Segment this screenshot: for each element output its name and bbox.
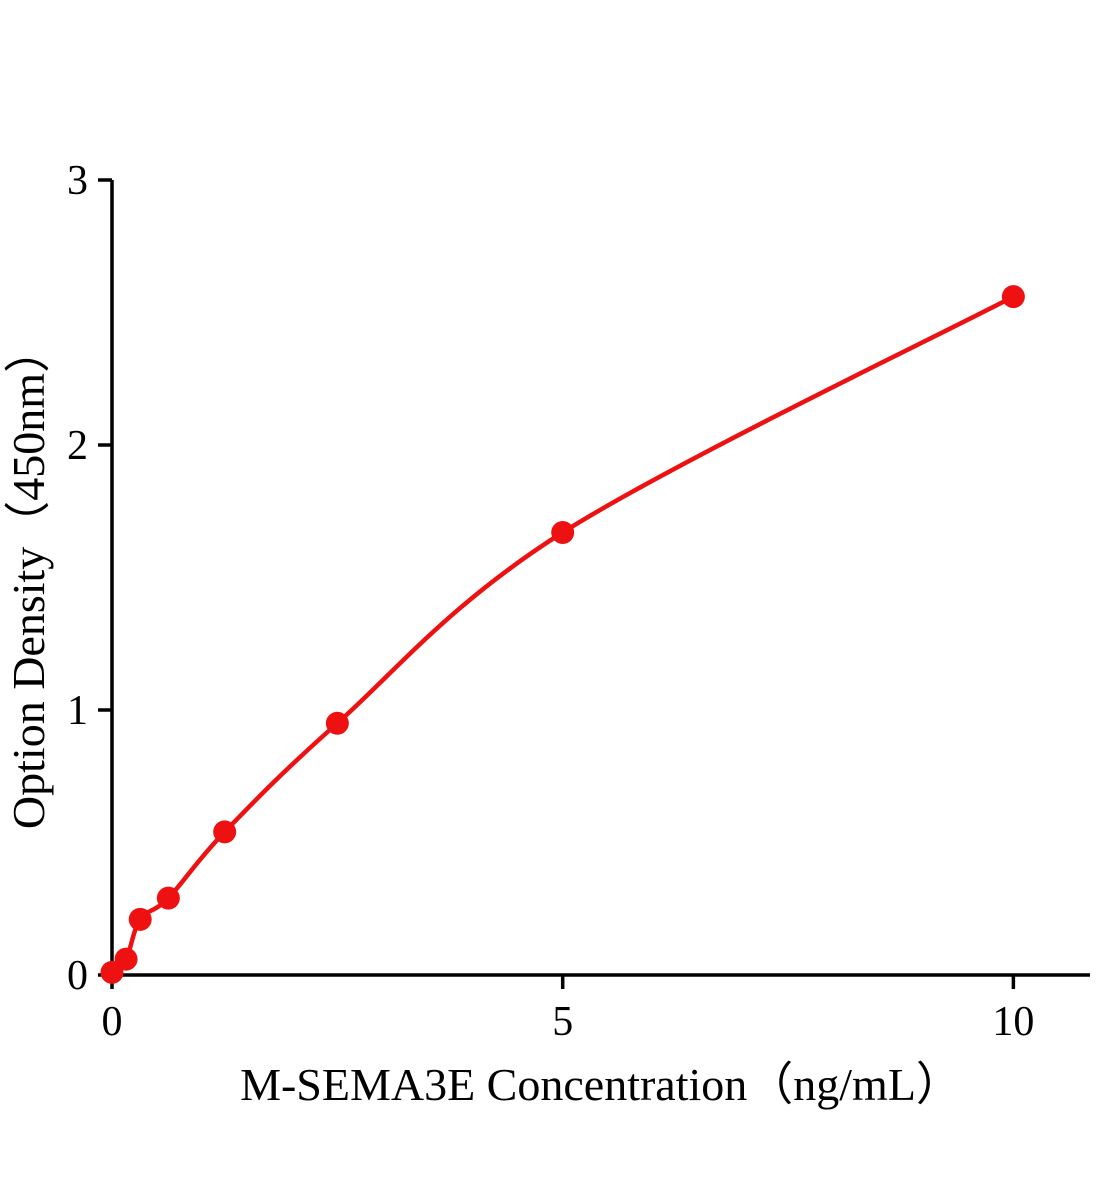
data-point [213, 820, 237, 844]
x-tick-label: 10 [992, 999, 1034, 1045]
plot-layer [100, 285, 1025, 984]
y-axis-label: Option Density（450nm） [3, 327, 54, 829]
y-tick-label: 1 [67, 688, 88, 734]
axes-layer: 0 5 10 0 1 2 3 [67, 158, 1090, 1045]
x-tick-label: 0 [102, 999, 123, 1045]
x-axis-label: M-SEMA3E Concentration（ng/mL） [240, 1059, 962, 1110]
y-tick-label: 2 [67, 423, 88, 469]
y-tick-label: 3 [67, 158, 88, 204]
data-point [114, 947, 138, 971]
data-point [128, 907, 152, 931]
standard-curve-line [109, 294, 1016, 975]
x-tick-label: 5 [552, 999, 573, 1045]
data-point [1001, 285, 1025, 309]
data-point [156, 886, 180, 910]
y-tick-label: 0 [67, 953, 88, 999]
data-point [325, 711, 349, 735]
data-point [551, 520, 575, 544]
